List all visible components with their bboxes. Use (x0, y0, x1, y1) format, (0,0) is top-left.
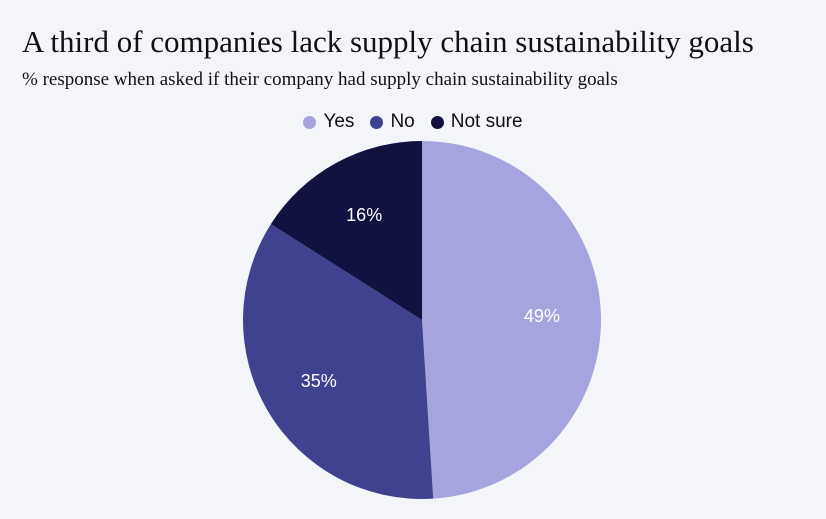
chart-title: A third of companies lack supply chain s… (22, 24, 754, 59)
legend-swatch-no (370, 115, 384, 129)
pie-slice-no[interactable] (243, 224, 434, 500)
legend-label-not-sure: Not sure (450, 111, 523, 132)
legend-item-no[interactable]: No (370, 111, 415, 133)
legend-label-no: No (390, 111, 415, 132)
legend-item-not-sure[interactable]: Not sure (430, 111, 523, 133)
slice-label-no: 35% (301, 371, 337, 391)
slice-label-not-sure: 16% (346, 205, 382, 225)
legend-label-yes: Yes (323, 111, 355, 132)
slice-label-yes: 49% (524, 306, 560, 326)
legend-swatch-not-sure (430, 115, 444, 129)
chart-legend: Yes No Not sure (0, 111, 826, 133)
chart-subtitle: % response when asked if their company h… (22, 69, 618, 90)
pie-slice-not-sure[interactable] (270, 141, 422, 320)
legend-swatch-yes (303, 115, 317, 129)
pie-slice-yes[interactable] (422, 141, 601, 499)
legend-item-yes[interactable]: Yes (303, 111, 354, 133)
